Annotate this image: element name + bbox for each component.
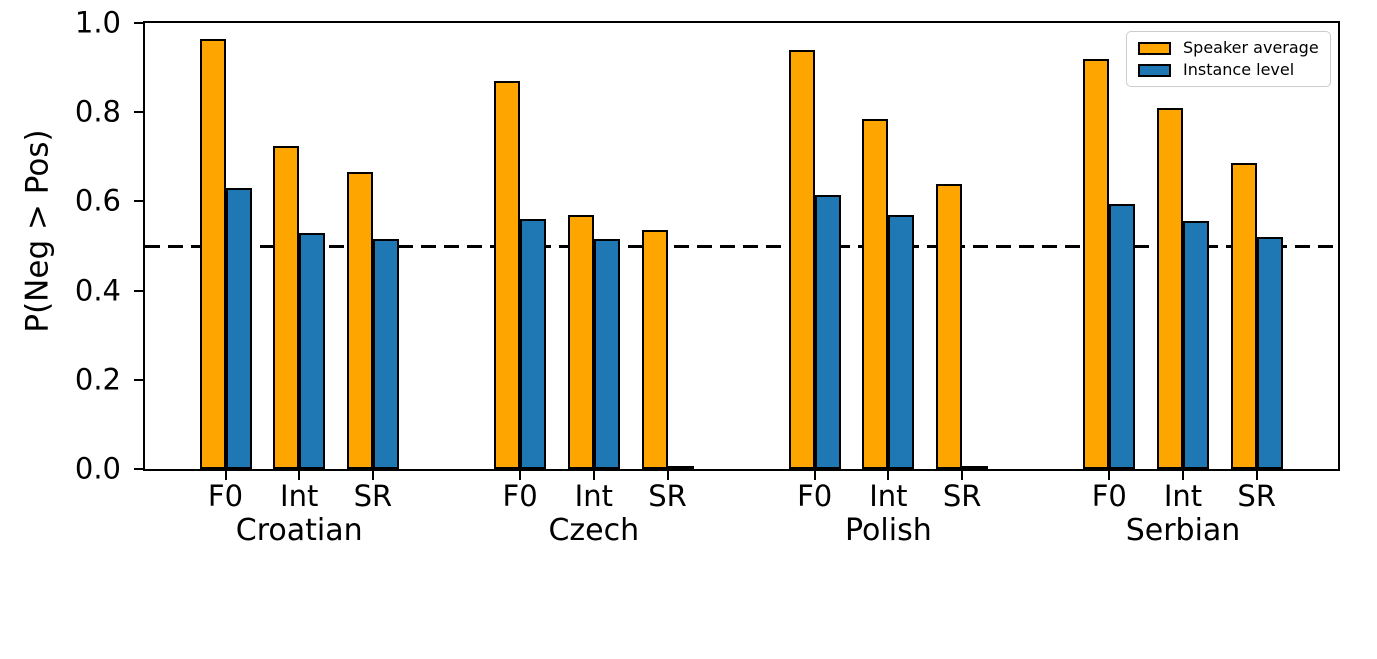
instance-level-bar-czech-int (593, 239, 620, 469)
legend: Speaker average Instance level (1126, 31, 1331, 87)
instance-level-bar-zero-polish-sr (962, 466, 989, 469)
x-tick-mark (813, 471, 816, 480)
category-tick-label-f0: F0 (1091, 479, 1127, 513)
speaker-average-bar-serbian-sr (1230, 163, 1257, 469)
instance-level-bar-polish-f0 (814, 195, 841, 469)
speaker-average-bar-serbian-f0 (1083, 59, 1110, 469)
y-tick-mark (134, 289, 143, 292)
x-tick-mark (666, 471, 669, 480)
category-tick-label-sr: SR (648, 479, 687, 513)
x-tick-mark (371, 471, 374, 480)
speaker-average-bar-croatian-sr (346, 172, 373, 469)
speaker-average-bar-croatian-int (273, 146, 300, 469)
x-tick-mark (961, 471, 964, 480)
category-tick-label-sr: SR (1237, 479, 1276, 513)
speaker-average-bar-serbian-int (1157, 108, 1183, 469)
x-tick-mark (1255, 471, 1258, 480)
group-label-croatian: Croatian (235, 513, 363, 548)
legend-label-speaker-average: Speaker average (1183, 38, 1319, 57)
instance-level-bar-czech-f0 (520, 219, 547, 469)
category-tick-label-f0: F0 (207, 479, 244, 513)
speaker-average-bar-czech-int (567, 215, 594, 469)
x-tick-mark (1182, 471, 1184, 480)
y-tick-mark (134, 22, 143, 24)
y-tick-label: 0.0 (74, 451, 121, 486)
instance-level-bar-croatian-int (299, 233, 326, 469)
y-tick-mark (134, 378, 143, 381)
speaker-average-bar-polish-sr (936, 184, 963, 469)
legend-item-speaker-average: Speaker average (1138, 40, 1319, 56)
y-tick-label: 0.8 (74, 94, 121, 129)
y-tick-mark (134, 200, 143, 203)
y-tick-mark (134, 111, 143, 114)
speaker-average-bar-czech-f0 (494, 81, 521, 469)
instance-level-bar-serbian-sr (1256, 237, 1283, 469)
category-tick-label-sr: SR (353, 479, 393, 513)
y-tick-label: 1.0 (74, 5, 121, 40)
category-tick-label-f0: F0 (502, 479, 538, 513)
reference-line-dashed (145, 244, 1338, 248)
category-tick-label-sr: SR (942, 479, 982, 513)
category-tick-label-f0: F0 (797, 479, 833, 513)
y-tick-mark (134, 468, 143, 470)
speaker-average-bar-polish-int (862, 119, 889, 469)
instance-level-bar-zero-czech-sr (667, 466, 694, 469)
group-label-czech: Czech (548, 513, 640, 548)
instance-level-bar-serbian-int (1183, 221, 1209, 469)
speaker-average-bar-polish-f0 (788, 50, 815, 469)
legend-label-instance-level: Instance level (1183, 60, 1295, 79)
x-tick-mark (519, 471, 522, 480)
x-tick-mark (887, 471, 890, 480)
x-tick-mark (298, 471, 301, 480)
x-tick-mark (592, 471, 595, 480)
legend-swatch-instance-level (1138, 63, 1171, 77)
group-label-polish: Polish (845, 513, 932, 548)
category-tick-label-int: Int (280, 479, 319, 513)
plot-area (143, 21, 1340, 471)
instance-level-bar-croatian-sr (372, 239, 399, 469)
x-tick-mark (224, 471, 227, 480)
speaker-average-bar-czech-sr (641, 230, 668, 469)
group-label-serbian: Serbian (1125, 513, 1241, 548)
legend-swatch-speaker-average (1138, 41, 1171, 55)
category-tick-label-int: Int (1163, 479, 1203, 513)
y-tick-label: 0.4 (74, 273, 121, 308)
speaker-average-bar-croatian-f0 (199, 39, 226, 469)
category-tick-label-int: Int (574, 479, 613, 513)
instance-level-bar-polish-int (888, 215, 915, 469)
instance-level-bar-serbian-f0 (1109, 204, 1136, 469)
category-tick-label-int: Int (869, 479, 908, 513)
y-tick-label: 0.6 (74, 183, 121, 218)
x-tick-mark (1108, 471, 1111, 480)
y-tick-label: 0.2 (74, 362, 121, 397)
legend-item-instance-level: Instance level (1138, 62, 1319, 78)
instance-level-bar-croatian-f0 (225, 188, 252, 469)
